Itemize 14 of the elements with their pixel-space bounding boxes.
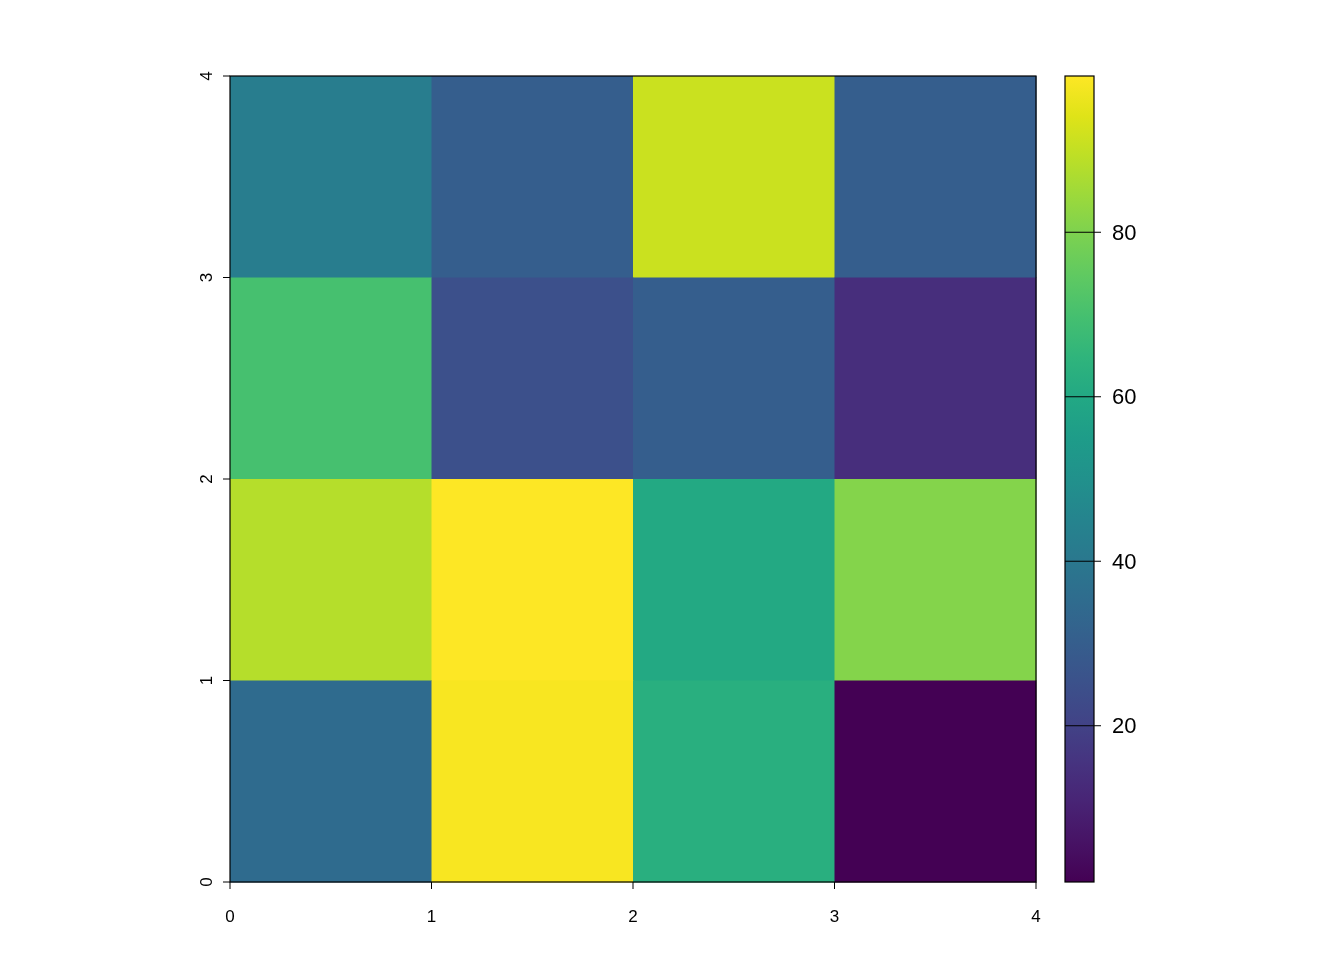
y-tick-label: 2 [197, 474, 216, 484]
x-tick-label: 0 [225, 907, 235, 926]
color-bar-label: 40 [1112, 548, 1137, 574]
y-tick-label: 0 [197, 877, 216, 887]
x-tick-label: 4 [1031, 907, 1041, 926]
y-tick-label: 1 [197, 675, 216, 686]
x-tick-label: 3 [829, 907, 840, 926]
x-tick-label: 1 [426, 907, 437, 926]
x-tick-label: 2 [628, 907, 638, 926]
color-bar-label: 80 [1112, 219, 1137, 245]
y-tick-label: 3 [197, 272, 216, 283]
y-tick-label: 4 [197, 71, 216, 81]
color-bar-label: 60 [1112, 384, 1137, 410]
color-bar-label: 20 [1112, 713, 1137, 739]
